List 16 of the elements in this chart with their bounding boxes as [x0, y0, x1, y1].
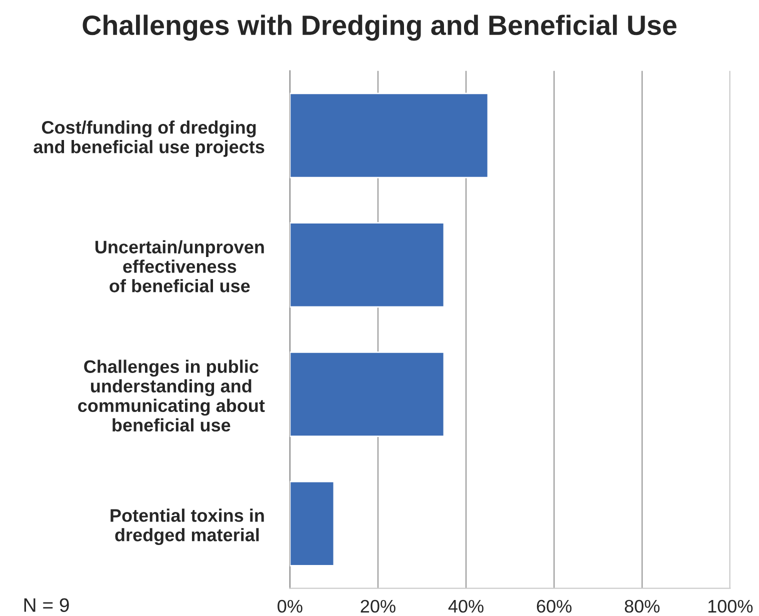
x-tick-label: 20%: [360, 600, 396, 613]
x-tick-label: 0%: [278, 600, 302, 613]
y-tick-label: Potential toxins in dredged material: [110, 508, 264, 545]
bar: [290, 480, 335, 566]
text: N = 9: [24, 598, 69, 612]
x-tick-label: 100%: [708, 600, 753, 613]
bar: [290, 92, 489, 178]
x-tick-label: 40%: [448, 600, 484, 613]
bar: [290, 352, 445, 437]
y-tick-label: Uncertain/unproven effectiveness of beneficial use: [95, 240, 264, 292]
bar: [290, 222, 445, 308]
y-tick-label: Cost/funding of dredging and beneficial use projects: [34, 120, 264, 157]
x-tick-label: 60%: [536, 600, 572, 613]
x-tick-label: 80%: [624, 600, 660, 613]
chart-title: Challenges with Dredging and Beneficial Use: [82, 14, 676, 41]
y-tick-label: Challenges in public understanding and communicating about beneficial use: [78, 360, 265, 432]
